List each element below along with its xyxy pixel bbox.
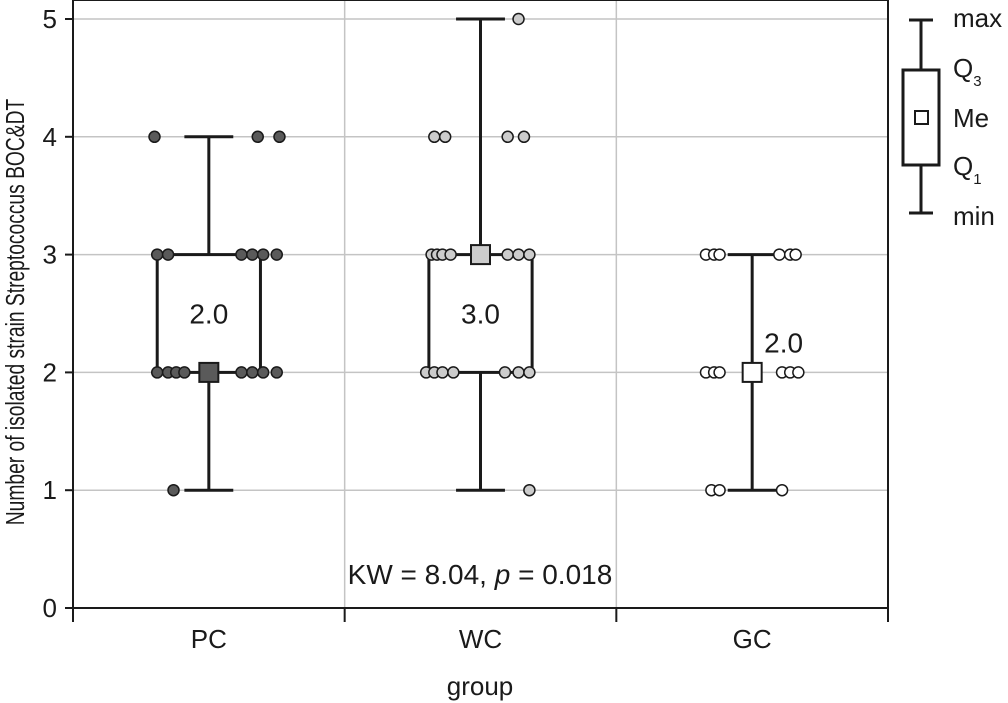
- data-point: [438, 130, 452, 144]
- data-point: [161, 248, 175, 261]
- legend-q3-label: Q3: [953, 53, 982, 90]
- y-tick-label: 1: [43, 475, 57, 505]
- data-point: [256, 248, 270, 261]
- median-value-label: 2.0: [189, 299, 228, 330]
- data-point: [167, 483, 180, 497]
- data-point: [789, 248, 802, 261]
- legend-q3-main: Q: [953, 53, 973, 83]
- legend: max Q3 Me Q1 min: [901, 3, 1002, 231]
- data-point: [251, 130, 264, 144]
- median-marker: [198, 361, 220, 383]
- y-axis-label: Number of isolated strain Streptococcus …: [0, 99, 30, 525]
- data-point: [713, 366, 726, 379]
- data-point: [775, 483, 789, 497]
- data-point: [447, 366, 460, 379]
- data-point: [512, 248, 525, 261]
- x-tick-label: GC: [733, 624, 772, 654]
- kw-p-symbol: p: [494, 559, 511, 590]
- data-point: [501, 248, 514, 261]
- data-point: [148, 130, 161, 144]
- box-group-gc: 2.0: [699, 248, 805, 497]
- y-axis: 0 1 2 3 4 5: [43, 4, 73, 623]
- kw-prefix: KW = 8.04,: [348, 559, 495, 590]
- median-marker: [741, 361, 763, 383]
- kw-suffix: = 0.018: [510, 559, 612, 590]
- iqr-box: [155, 253, 262, 374]
- legend-me-label: Me: [953, 103, 989, 133]
- median-marker: [470, 244, 491, 266]
- data-point: [713, 248, 726, 261]
- data-point: [178, 366, 191, 379]
- box-groups: 2.0 3.0 2.0: [148, 12, 805, 497]
- y-tick-label: 5: [43, 4, 57, 34]
- y-tick-label: 3: [43, 240, 57, 270]
- data-point: [235, 366, 248, 379]
- legend-q1-subscript: 1: [973, 171, 981, 188]
- data-point: [273, 130, 286, 144]
- data-point: [436, 366, 449, 379]
- box-group-wc: 3.0: [419, 12, 536, 497]
- data-point: [523, 366, 536, 379]
- data-point: [498, 366, 512, 379]
- data-point: [150, 248, 164, 261]
- plot-frame: [72, 0, 889, 609]
- data-point: [246, 366, 259, 379]
- data-point: [501, 130, 514, 144]
- y-tick-label: 4: [43, 122, 57, 152]
- legend-min-label: min: [953, 201, 995, 231]
- data-point: [246, 248, 259, 261]
- x-axis: PC WC GC: [72, 608, 889, 654]
- data-point: [523, 248, 536, 261]
- median-value-label: 3.0: [461, 299, 500, 330]
- data-point: [523, 483, 536, 497]
- legend-median-marker: [914, 110, 929, 125]
- data-point: [428, 130, 441, 144]
- data-point: [512, 12, 525, 26]
- y-tick-label: 2: [43, 357, 57, 387]
- data-point: [444, 248, 457, 261]
- box-group-pc: 2.0: [148, 130, 286, 497]
- data-point: [792, 366, 805, 379]
- legend-q3-subscript: 3: [973, 73, 981, 90]
- data-point: [150, 366, 164, 379]
- x-axis-label: group: [447, 671, 514, 701]
- data-point: [713, 483, 726, 497]
- median-value-label: 2.0: [764, 327, 803, 358]
- data-point: [773, 248, 786, 261]
- legend-q1-main: Q: [953, 151, 973, 181]
- data-point: [270, 248, 283, 261]
- x-tick-label: WC: [459, 624, 502, 654]
- legend-max-label: max: [953, 3, 1002, 33]
- data-point: [270, 366, 283, 379]
- data-point: [517, 130, 531, 144]
- data-point: [235, 248, 248, 261]
- kruskal-wallis-annotation: KW = 8.04, p = 0.018: [348, 559, 613, 590]
- iqr-box: [427, 253, 534, 374]
- x-tick-label: PC: [191, 624, 227, 654]
- data-point: [256, 366, 270, 379]
- y-tick-label: 0: [43, 593, 57, 623]
- legend-q1-label: Q1: [953, 151, 982, 188]
- data-point: [512, 366, 525, 379]
